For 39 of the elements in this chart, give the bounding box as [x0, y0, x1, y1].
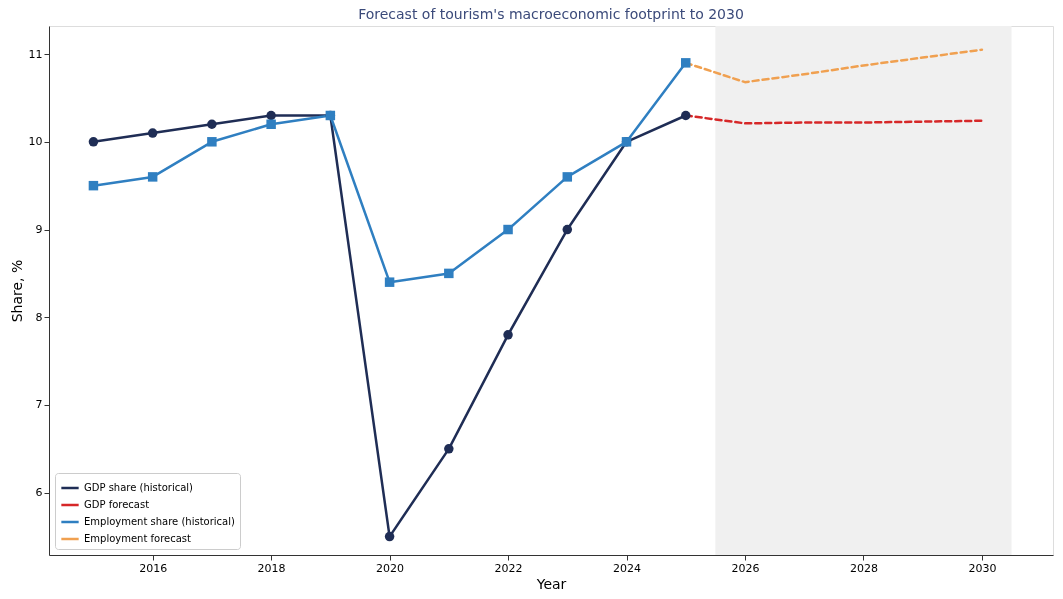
point [503, 224, 513, 235]
y-tick-label: 6 [35, 486, 43, 500]
point [681, 110, 691, 121]
point [444, 444, 454, 454]
point [147, 172, 158, 182]
point [266, 110, 276, 121]
x-tick-label: 2024 [613, 561, 642, 575]
x-tick-label: 2030 [968, 561, 997, 575]
point [88, 137, 99, 147]
y-tick-label: 11 [28, 47, 43, 61]
point [503, 330, 513, 340]
point [207, 119, 217, 129]
point [444, 268, 454, 279]
y-tick-label: 8 [35, 310, 43, 324]
point [562, 224, 573, 235]
legend-label: GDP share (historical) [84, 482, 194, 493]
point [384, 277, 395, 287]
point [207, 137, 217, 147]
legend-label: GDP forecast [84, 499, 150, 510]
legend-label: Employment share (historical) [84, 516, 236, 527]
x-tick-label: 2022 [494, 561, 523, 575]
point [384, 531, 395, 542]
point [88, 180, 99, 191]
chart-title: Forecast of tourism's macroeconomic footprint to 2030 [358, 6, 744, 22]
y-tick-label: 9 [35, 223, 43, 237]
x-tick-label: 2026 [731, 561, 760, 575]
point [266, 119, 276, 129]
x-tick-label: 2020 [376, 561, 405, 575]
point [681, 58, 691, 68]
x-axis-title: Year [535, 575, 567, 592]
y-tick-label: 7 [35, 398, 43, 412]
point [562, 172, 573, 182]
x-tick-label: 2028 [849, 561, 878, 575]
x-tick-label: 2018 [257, 561, 286, 575]
point [147, 128, 158, 138]
legend-label: Employment forecast [84, 533, 192, 544]
x-tick-label: 2016 [139, 561, 168, 575]
y-axis-title: Share, % [8, 259, 25, 323]
y-tick-label: 10 [28, 135, 43, 149]
